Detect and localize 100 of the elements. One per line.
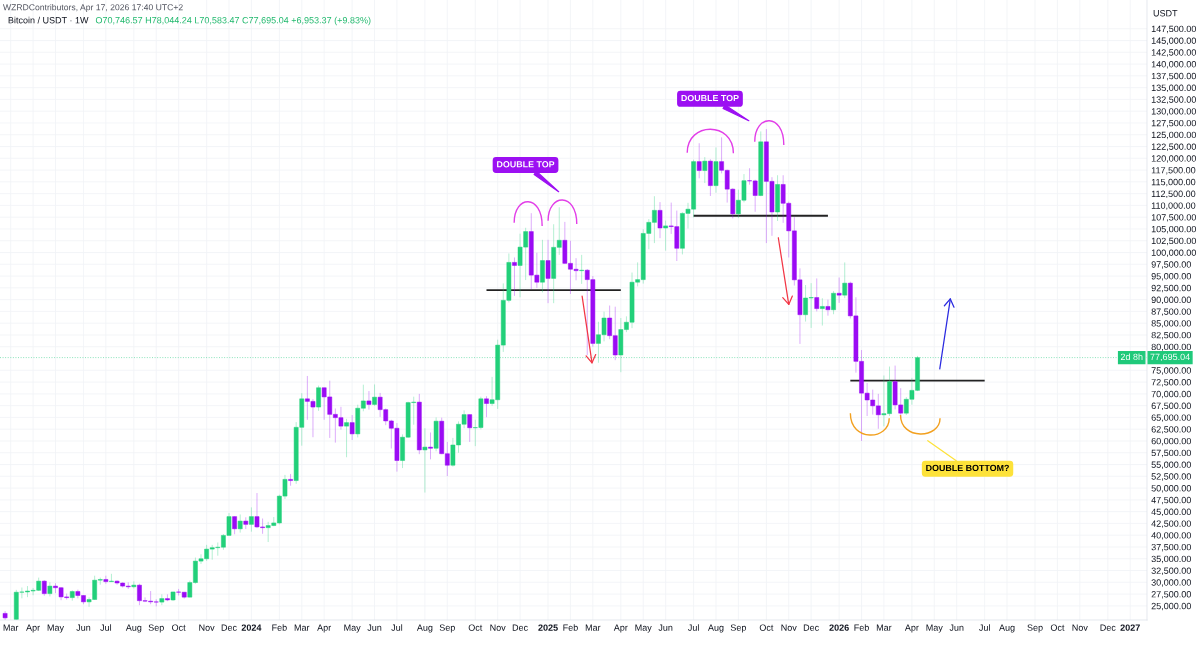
x-tick-label: Oct	[172, 624, 186, 631]
x-tick-label: Apr	[613, 624, 628, 633]
x-tick-label: May	[47, 624, 64, 633]
y-tick-label: 32,500.00	[1151, 567, 1191, 575]
y-tick-label: 45,000.00	[1151, 508, 1191, 517]
y-tick-label: 147,500.00	[1151, 25, 1196, 34]
x-tick-label: Sep	[148, 624, 164, 633]
y-tick-label: 40,000.00	[1151, 532, 1191, 540]
y-tick-label: 80,000.00	[1151, 343, 1191, 352]
annotation: DOUBLE TOP	[681, 94, 739, 102]
x-tick-label: Mar	[876, 624, 892, 631]
x-tick-label: 2024	[241, 624, 262, 631]
y-tick-label: 72,500.00	[1151, 379, 1191, 387]
y-axis-title: USDT	[1153, 10, 1178, 17]
x-tick-label: Feb	[272, 624, 287, 631]
x-tick-label: Nov	[1072, 624, 1088, 631]
annotation: DOUBLE BOTTOM?	[926, 464, 1009, 472]
x-tick-label: Sep	[730, 624, 747, 633]
x-tick-label: Jun	[658, 624, 673, 631]
y-tick-label: 50,000.00	[1151, 485, 1191, 493]
annotation: DOUBLE TOP	[497, 161, 555, 168]
y-tick-label: 57,500.00	[1151, 449, 1191, 458]
y-tick-label: 120,000.00	[1151, 155, 1196, 163]
x-tick-label: Nov	[199, 624, 215, 631]
x-tick-label: Jul	[391, 624, 403, 631]
x-tick-label: Jun	[76, 624, 91, 631]
x-tick-label: 2025	[538, 624, 558, 631]
y-tick-label: 117,500.00	[1151, 167, 1196, 175]
y-tick-label: 55,000.00	[1151, 461, 1191, 469]
y-tick-label: 62,500.00	[1151, 426, 1191, 434]
y-tick-label: 142,500.00	[1151, 49, 1196, 57]
y-tick-label: 125,000.00	[1151, 131, 1196, 140]
y-tick-label: 122,500.00	[1151, 143, 1196, 151]
x-tick-label: Mar	[585, 624, 601, 631]
y-tick-label: 97,500.00	[1151, 261, 1191, 269]
y-tick-label: 132,500.00	[1151, 96, 1196, 104]
y-tick-label: 115,000.00	[1151, 178, 1196, 187]
y-tick-label: 145,000.00	[1151, 37, 1196, 45]
x-tick-label: Sep	[1027, 624, 1043, 633]
x-tick-label: Feb	[563, 624, 578, 631]
x-tick-label: Oct	[468, 624, 483, 631]
x-tick-label: Dec	[1100, 624, 1116, 631]
x-tick-label: Jun	[949, 624, 964, 631]
ref-line-label: 77,695.04	[1150, 353, 1190, 362]
y-tick-label: 130,000.00	[1151, 108, 1196, 116]
x-tick-label: Jul	[979, 624, 990, 631]
x-tick-label: Jul	[687, 624, 699, 631]
y-tick-label: 75,000.00	[1151, 367, 1191, 375]
y-tick-label: 87,500.00	[1151, 308, 1191, 316]
candlestick	[825, 299, 831, 317]
y-tick-label: 42,500.00	[1151, 520, 1191, 528]
x-tick-label: Oct	[759, 624, 774, 631]
x-tick-label: Jul	[100, 624, 112, 631]
text: Bitcoin / USDT · 1W	[8, 16, 89, 24]
y-tick-label: 107,500.00	[1151, 214, 1196, 222]
x-tick-label: Mar	[3, 624, 19, 631]
x-tick-label: Apr	[904, 624, 919, 633]
x-tick-label: May	[344, 624, 361, 633]
annotation: WZRDContributors, Apr 17, 2026 17:40 UTC+2	[3, 3, 183, 13]
x-tick-label: Aug	[125, 624, 142, 633]
x-tick-label: Dec	[512, 624, 528, 631]
y-tick-label: 35,000.00	[1151, 555, 1191, 564]
y-tick-label: 27,500.00	[1151, 591, 1191, 599]
y-tick-label: 92,500.00	[1151, 284, 1191, 293]
y-tick-label: 135,000.00	[1151, 84, 1196, 93]
y-tick-label: 37,500.00	[1151, 543, 1191, 552]
x-tick-label: Apr	[317, 624, 332, 633]
y-tick-label: 65,000.00	[1151, 414, 1191, 422]
y-tick-label: 30,000.00	[1151, 579, 1191, 587]
y-tick-label: 110,000.00	[1151, 202, 1196, 210]
x-tick-label: 2027	[1120, 624, 1140, 631]
y-tick-label: 47,500.00	[1151, 496, 1191, 505]
y-tick-label: 82,500.00	[1151, 331, 1191, 340]
y-tick-label: 100,000.00	[1151, 249, 1196, 257]
y-tick-label: 25,000.00	[1151, 602, 1191, 611]
x-tick-label: Dec	[221, 624, 237, 631]
x-tick-label: Mar	[294, 624, 310, 631]
y-tick-label: 70,000.00	[1151, 390, 1191, 399]
y-tick-label: 112,500.00	[1151, 190, 1196, 199]
x-tick-label: Jun	[367, 624, 382, 631]
candlestick	[288, 473, 293, 487]
y-tick-label: 140,000.00	[1151, 61, 1196, 69]
x-tick-label: Dec	[803, 624, 819, 631]
x-tick-label: Aug	[999, 624, 1015, 633]
x-tick-label: Sep	[439, 624, 455, 633]
x-tick-label: Aug	[416, 624, 433, 633]
y-tick-label: 85,000.00	[1151, 320, 1191, 328]
x-tick-label: Apr	[26, 624, 40, 633]
y-tick-label: 105,000.00	[1151, 225, 1196, 234]
y-tick-label: 95,000.00	[1151, 273, 1191, 281]
y-tick-label: 127,500.00	[1151, 119, 1196, 128]
y-tick-label: 52,500.00	[1151, 473, 1191, 481]
y-tick-label: 90,000.00	[1151, 296, 1191, 305]
y-tick-label: 60,000.00	[1151, 437, 1191, 446]
x-tick-label: Feb	[854, 624, 869, 631]
x-tick-label: May	[926, 624, 943, 633]
annotation: 2d 8h	[1120, 353, 1143, 361]
y-tick-label: 67,500.00	[1151, 402, 1191, 411]
x-tick-label: Aug	[707, 624, 724, 633]
text: O70,746.57 H78,044.24 L70,583.47 C77,695.04 +6,953.37 (+9.83%)	[95, 16, 371, 26]
